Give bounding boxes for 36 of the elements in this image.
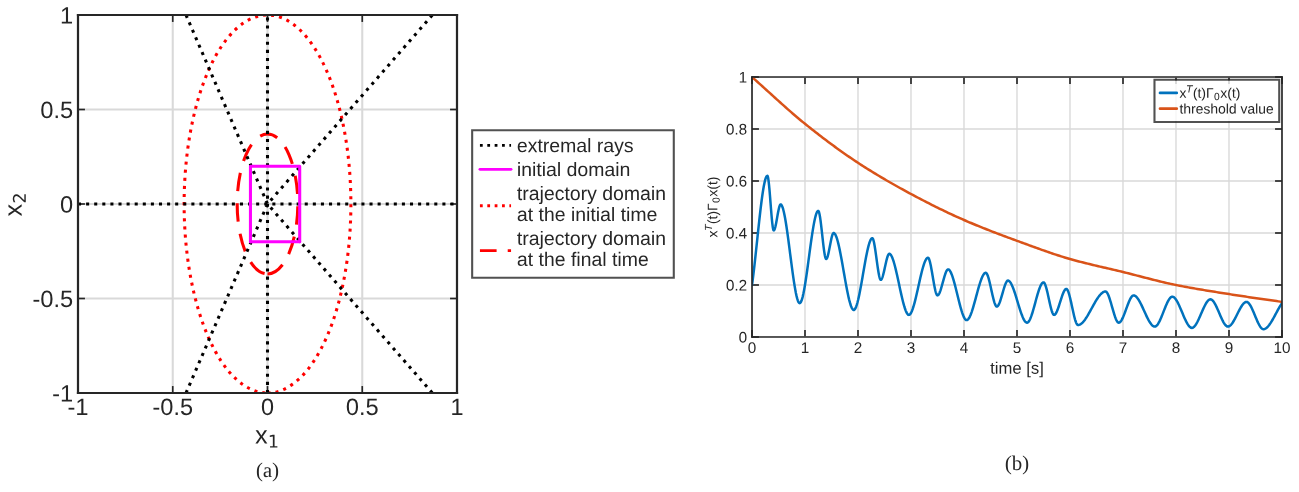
x-tick-label: 5	[1013, 342, 1021, 354]
x-tick-label: 2	[854, 342, 862, 353]
y-tick-label: 1	[739, 72, 747, 83]
x-tick-label: 8	[1172, 342, 1180, 354]
y-tick-label: 0.5	[41, 101, 73, 119]
x-axis-title: x$_{1}$	[255, 430, 278, 448]
y-tick-label: 0.6	[726, 175, 747, 187]
y-tick-label: 0.2	[726, 279, 747, 291]
x-tick-label: 3	[907, 342, 915, 354]
x-tick-label: 10	[1274, 342, 1290, 354]
x-tick-label: -0.5	[153, 398, 193, 416]
y-tick-label: 0.4	[726, 227, 747, 239]
legend-label: trajectory domain at the final time	[517, 230, 665, 267]
y-axis-title: x$_{2}$	[8, 194, 26, 217]
x-tick-label: 0	[261, 398, 274, 416]
y-tick-label: 1	[61, 7, 72, 24]
text: (b)	[1005, 455, 1029, 475]
legend-label: initial domain	[518, 162, 630, 177]
y-tick-label: 0	[60, 196, 73, 213]
x-tick-label: 7	[1119, 342, 1127, 353]
x-axis-title: time [s]	[990, 361, 1043, 378]
text: (a)	[256, 462, 279, 482]
x-tick-label: 6	[1066, 342, 1074, 354]
x-tick-label: 1	[801, 342, 809, 353]
y-tick-label: 0.8	[726, 123, 747, 135]
x-tick-label: 0	[748, 342, 756, 354]
y-tick-label: 0	[739, 331, 747, 343]
x-tick-label: 4	[960, 342, 968, 353]
x-tick-label: 1	[452, 398, 463, 415]
legend-label: x$^{T}$(t)Γ$_{0}$x(t)	[1179, 85, 1240, 101]
legend-label: threshold value	[1179, 103, 1274, 114]
y-axis-title: x$^{T}$(t)Γ$_{0}$x(t)	[704, 177, 721, 238]
legend-label: extremal rays	[517, 138, 633, 157]
x-tick-label: 0.5	[346, 398, 378, 416]
x-tick-label: 9	[1225, 342, 1233, 354]
y-tick-label: -0.5	[33, 290, 73, 308]
